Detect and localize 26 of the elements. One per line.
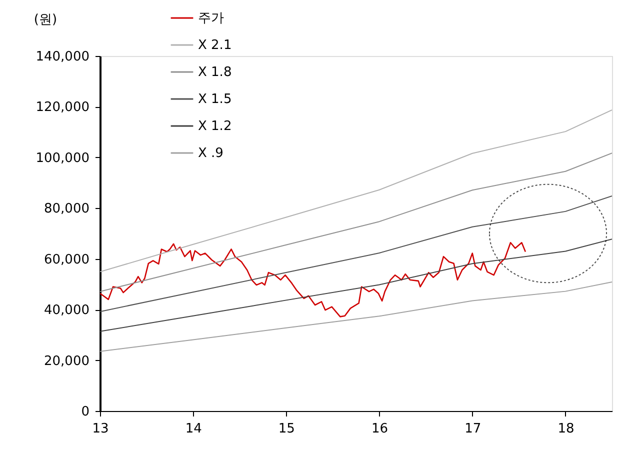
y-tick-label: 20,000 [44,354,90,369]
line-series [100,238,612,332]
x-tick-label: 13 [92,422,109,436]
x-tick-label: 18 [558,422,574,436]
legend-label: X .9 [198,146,224,161]
line-series [100,281,612,352]
legend-label: X 1.5 [198,92,232,107]
y-tick-label: 100,000 [36,150,90,166]
y-tick-label: 140,000 [36,50,90,64]
y-tick-label: 0 [81,404,90,420]
x-tick-label: 15 [278,422,295,436]
legend-label: X 1.2 [198,119,232,134]
y-tick-label: 40,000 [44,303,90,318]
x-tick-label: 16 [372,422,388,436]
y-tick-label: 80,000 [44,202,90,217]
y-tick-label: 120,000 [36,100,90,116]
x-tick-label: 14 [185,422,202,436]
line-series [100,110,612,272]
line-series [100,195,612,312]
y-tick-label: 60,000 [44,252,90,268]
legend-label: X 1.8 [198,65,232,80]
x-tick-label: 17 [464,422,482,436]
y-axis-title: (원) [34,12,58,28]
legend-label: 주가 [198,11,224,26]
legend-label: X 2.1 [198,38,232,53]
line-series [100,242,526,318]
